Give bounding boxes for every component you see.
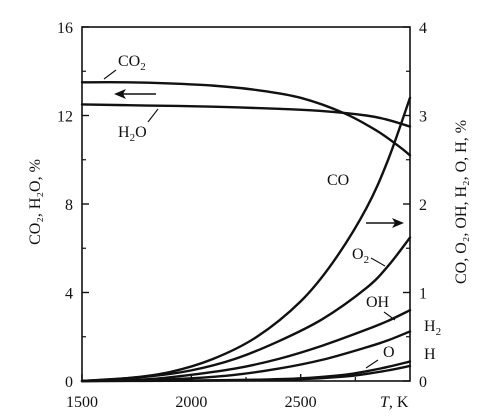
x-axis-title: T, K xyxy=(380,394,409,411)
y-right-axis-title: CO, O₂, OH, H₂, O, H, % xyxy=(453,120,470,284)
y-right-tick-label: 2 xyxy=(419,197,427,214)
leader-line xyxy=(370,257,386,267)
y-right-tick-label: 3 xyxy=(419,109,427,126)
y-left-tick-label: 0 xyxy=(65,374,73,391)
leader-line xyxy=(383,311,396,321)
series-label-co: CO xyxy=(327,172,349,189)
series-line-oh xyxy=(80,309,412,383)
y-left-tick-label: 12 xyxy=(57,109,73,126)
x-tick-label: 2000 xyxy=(175,394,207,411)
series-label-h2: H2 xyxy=(424,318,441,338)
y-left-tick-label: 4 xyxy=(65,286,73,303)
y-left-tick-label: 8 xyxy=(65,197,73,214)
series-label-o: O xyxy=(383,344,395,361)
y-left-axis-title: CO₂, H₂O, % xyxy=(27,159,44,245)
y-left-tick-label: 16 xyxy=(57,20,73,37)
series-label-co2: CO2 xyxy=(118,53,146,73)
plot-border xyxy=(81,26,411,382)
series-label-h: H xyxy=(424,346,436,363)
x-tick-label: 2500 xyxy=(285,394,317,411)
series-label-oh: OH xyxy=(366,294,390,311)
leader-line xyxy=(147,108,159,123)
plot-frame xyxy=(81,26,411,382)
curves xyxy=(80,81,412,383)
y-right-tick-label: 0 xyxy=(419,374,427,391)
y-right-tick-label: 1 xyxy=(419,286,427,303)
y-right-tick-label: 4 xyxy=(419,20,427,37)
series-label-o2: O2 xyxy=(352,246,369,266)
series-line-h2o xyxy=(80,103,412,128)
x-tick-label: 1500 xyxy=(66,394,98,411)
arrow-right-head xyxy=(392,218,404,228)
series-line-o2 xyxy=(80,236,412,383)
series-label-h2o: H2O xyxy=(118,124,147,144)
arrow-left-head xyxy=(114,89,126,99)
leader-line xyxy=(365,359,379,369)
leader-line xyxy=(103,69,117,80)
series-line-co2 xyxy=(80,81,412,157)
arrows xyxy=(114,89,404,228)
